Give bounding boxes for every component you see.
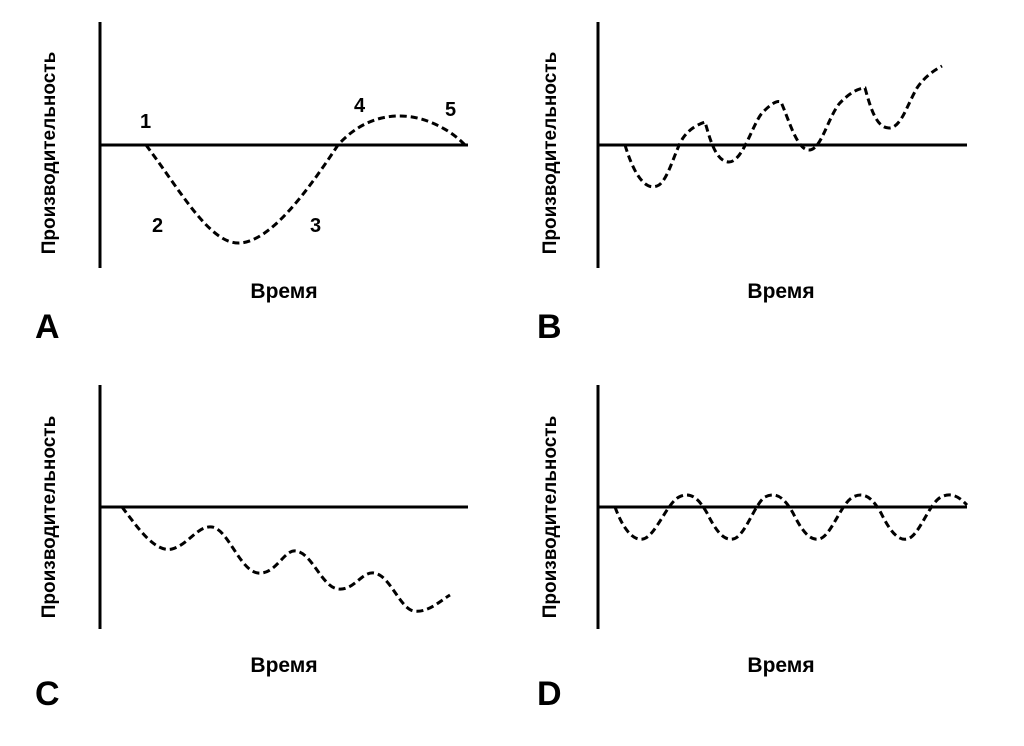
panel-a: Производительность 1 2 3 4 5 Время A bbox=[0, 0, 512, 373]
panel-a-marker-5: 5 bbox=[445, 99, 456, 121]
panel-c-plot bbox=[98, 385, 468, 629]
panel-a-marker-3: 3 bbox=[310, 215, 321, 237]
panel-c: Производительность Время C bbox=[0, 373, 512, 746]
panel-a-marker-1: 1 bbox=[140, 111, 151, 133]
panel-b: Производительность Время B bbox=[497, 0, 1009, 373]
panel-a-x-axis-label: Время bbox=[250, 280, 318, 303]
panel-b-plot bbox=[596, 22, 967, 268]
panel-a-plot: 1 2 3 4 5 bbox=[98, 22, 468, 268]
panel-c-x-axis-label: Время bbox=[250, 654, 318, 677]
panel-b-letter: B bbox=[537, 308, 562, 346]
panel-a-marker-4: 4 bbox=[354, 95, 366, 117]
panel-d-letter: D bbox=[537, 675, 562, 713]
panel-a-letter: A bbox=[35, 308, 60, 346]
panel-c-performance-curve bbox=[120, 506, 451, 613]
panel-d: Производительность Время D bbox=[497, 373, 1009, 746]
panel-a-performance-curve bbox=[144, 114, 467, 245]
panel-a-marker-2: 2 bbox=[152, 215, 163, 237]
panel-d-plot bbox=[596, 385, 969, 629]
panel-b-x-axis-label: Время bbox=[747, 280, 815, 303]
panel-d-x-axis-label: Время bbox=[747, 654, 815, 677]
panel-d-performance-curve bbox=[613, 493, 969, 541]
panel-c-letter: C bbox=[35, 675, 60, 713]
panel-b-performance-curve bbox=[623, 64, 943, 189]
